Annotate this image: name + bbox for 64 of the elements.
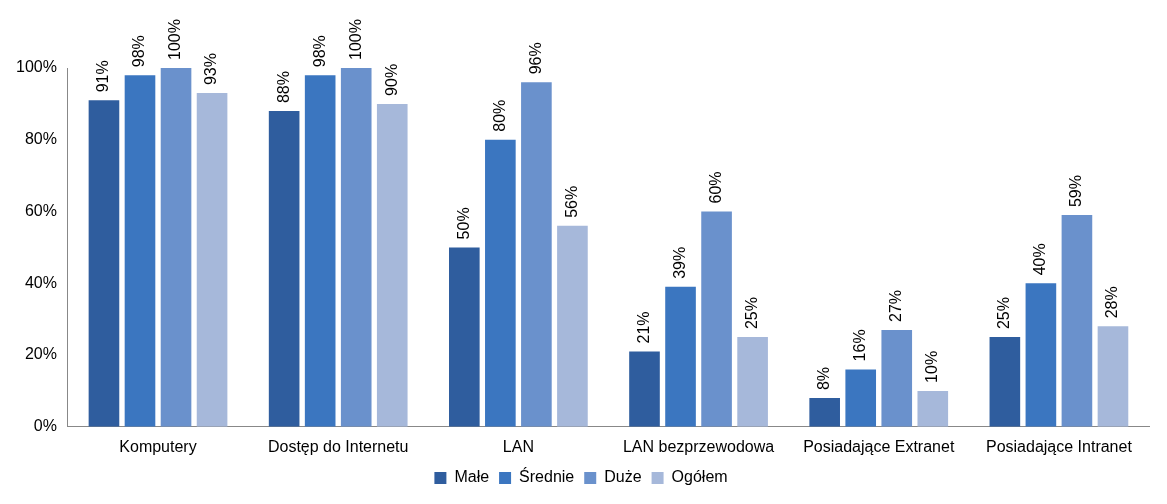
bar <box>1061 215 1093 427</box>
x-tick-label: LAN bezprzewodowa <box>622 437 775 455</box>
bar <box>340 68 372 427</box>
data-label: 56% <box>562 185 580 218</box>
bar <box>160 68 192 427</box>
data-label: 96% <box>526 42 544 75</box>
data-label: 25% <box>743 297 761 330</box>
data-label: 10% <box>923 350 941 383</box>
bar <box>989 337 1021 427</box>
bar <box>557 225 588 427</box>
legend-label: Średnie <box>519 467 575 486</box>
data-label: 59% <box>1067 175 1085 208</box>
bar <box>737 337 768 427</box>
data-label: 93% <box>202 53 220 86</box>
data-label: 98% <box>310 35 328 68</box>
y-tick-label: 40% <box>24 273 57 291</box>
data-label: 90% <box>382 63 400 96</box>
bar <box>304 75 336 427</box>
data-label: 27% <box>887 289 905 322</box>
bar <box>88 100 120 427</box>
y-tick-label: 20% <box>24 345 57 363</box>
data-label: 28% <box>1103 286 1121 319</box>
data-label: 8% <box>815 366 833 391</box>
data-label: 100% <box>166 19 184 60</box>
bar <box>376 103 408 427</box>
data-label: 98% <box>130 35 148 68</box>
x-tick-label: Dostęp do Internetu <box>267 437 409 455</box>
data-label: 16% <box>851 329 869 362</box>
bar <box>701 211 732 427</box>
data-label: 21% <box>634 311 652 344</box>
bar <box>809 398 840 427</box>
bar <box>485 139 516 427</box>
x-tick-label: Posiadające Extranet <box>803 437 955 455</box>
legend-label: Ogółem <box>671 468 728 486</box>
bar <box>845 369 877 427</box>
x-tick-label: Komputery <box>119 437 197 455</box>
bar <box>1097 326 1129 427</box>
y-tick-label: 60% <box>24 201 57 219</box>
y-tick-label: 80% <box>24 130 57 148</box>
bar <box>1025 283 1057 427</box>
data-label: 100% <box>346 19 364 60</box>
data-label: 60% <box>706 171 724 204</box>
bar <box>629 351 660 427</box>
data-label: 39% <box>670 246 688 279</box>
y-tick-label: 100% <box>16 58 57 76</box>
data-label: 91% <box>94 60 112 93</box>
bar <box>521 82 552 427</box>
legend-label: Duże <box>604 468 642 486</box>
bar <box>268 111 300 427</box>
bar <box>665 286 696 427</box>
legend-label: Małe <box>454 468 490 486</box>
data-label: 40% <box>1031 243 1049 276</box>
data-label: 88% <box>274 71 292 104</box>
data-label: 80% <box>490 99 508 132</box>
x-tick-label: Posiadające Intranet <box>985 437 1133 455</box>
bar <box>917 390 949 427</box>
bar <box>196 93 228 427</box>
bar <box>124 75 156 427</box>
x-tick-label: LAN <box>502 437 534 455</box>
data-label: 50% <box>454 207 472 240</box>
y-tick-label: 0% <box>33 417 57 435</box>
bar <box>449 247 480 427</box>
data-label: 25% <box>995 297 1013 330</box>
bar <box>881 329 913 427</box>
